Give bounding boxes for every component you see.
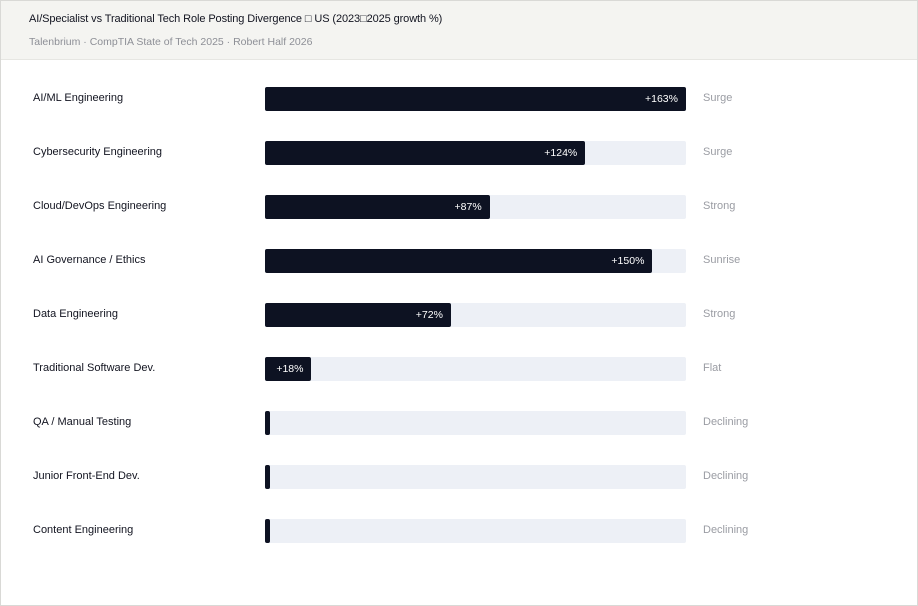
category-label: Cloud/DevOps Engineering (33, 200, 167, 212)
bar: +18% (265, 357, 312, 381)
value-label: +163% (645, 93, 678, 105)
value-label: +72% (415, 309, 443, 321)
bar: +72% (265, 303, 451, 327)
bar-row: Cloud/DevOps Engineering +87% Strong (1, 195, 917, 219)
bar: +163% (265, 87, 686, 111)
category-label: Content Engineering (33, 524, 134, 536)
bar (265, 519, 270, 543)
bar-row: Traditional Software Dev. +18% Flat (1, 357, 917, 381)
bar (265, 411, 270, 435)
bar-track: +124% (265, 141, 686, 165)
status-label: Declining (703, 524, 749, 536)
bar-track: +18% (265, 357, 686, 381)
chart-source: Talenbrium · CompTIA State of Tech 2025 … (29, 36, 313, 48)
bar-track: +72% (265, 303, 686, 327)
category-label: QA / Manual Testing (33, 416, 132, 428)
category-label: AI Governance / Ethics (33, 254, 146, 266)
status-label: Surge (703, 92, 733, 104)
bar-track: +163% (265, 87, 686, 111)
bar-row: QA / Manual Testing Declining (1, 411, 917, 435)
category-label: Cybersecurity Engineering (33, 146, 163, 158)
bar-track (265, 519, 686, 543)
bar: +124% (265, 141, 586, 165)
status-label: Declining (703, 416, 749, 428)
value-label: +87% (454, 201, 482, 213)
value-label: +124% (544, 147, 578, 159)
bar-row: Content Engineering Declining (1, 519, 917, 543)
category-label: Data Engineering (33, 308, 119, 320)
category-label: Traditional Software Dev. (33, 362, 156, 374)
status-label: Sunrise (703, 254, 741, 266)
status-label: Strong (703, 200, 736, 212)
bar-track (265, 465, 686, 489)
value-label: +150% (611, 255, 645, 267)
bar: +87% (265, 195, 490, 219)
bar (265, 465, 270, 489)
chart-title: AI/Specialist vs Traditional Tech Role P… (29, 13, 443, 25)
status-label: Surge (703, 146, 733, 158)
bar-row: Data Engineering +72% Strong (1, 303, 917, 327)
status-label: Strong (703, 308, 736, 320)
bar-track: +150% (265, 249, 686, 273)
bar-row: Junior Front-End Dev. Declining (1, 465, 917, 489)
bar-track (265, 411, 686, 435)
bar-row: AI/ML Engineering +163% Surge (1, 87, 917, 111)
chart-header: AI/Specialist vs Traditional Tech Role P… (1, 1, 917, 60)
bar: +150% (265, 249, 653, 273)
bar-row: Cybersecurity Engineering +124% Surge (1, 141, 917, 165)
category-label: Junior Front-End Dev. (33, 470, 140, 482)
value-label: +18% (276, 363, 304, 375)
bar-track: +87% (265, 195, 686, 219)
category-label: AI/ML Engineering (33, 92, 124, 104)
status-label: Flat (703, 362, 722, 374)
bar-row: AI Governance / Ethics +150% Sunrise (1, 249, 917, 273)
status-label: Declining (703, 470, 749, 482)
